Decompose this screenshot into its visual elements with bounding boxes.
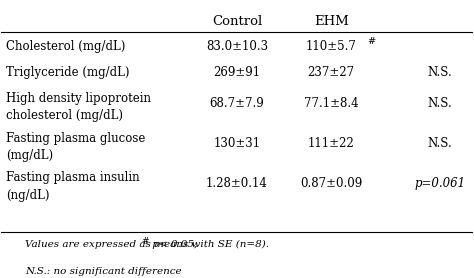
Text: N.S.: N.S.	[427, 137, 452, 150]
Text: N.S.: N.S.	[427, 97, 452, 110]
Text: 110±5.7: 110±5.7	[306, 41, 356, 53]
Text: Triglyceride (mg/dL): Triglyceride (mg/dL)	[6, 66, 129, 79]
Text: 68.7±7.9: 68.7±7.9	[210, 97, 264, 110]
Text: (mg/dL): (mg/dL)	[6, 149, 53, 162]
Text: p< 0.05,: p< 0.05,	[149, 240, 197, 249]
Text: 269±91: 269±91	[213, 66, 261, 79]
Text: #: #	[142, 237, 149, 246]
Text: 0.87±0.09: 0.87±0.09	[300, 177, 362, 190]
Text: EHM: EHM	[314, 15, 349, 28]
Text: (ng/dL): (ng/dL)	[6, 189, 50, 202]
Text: #: #	[367, 37, 376, 46]
Text: 130±31: 130±31	[213, 137, 261, 150]
Text: Fasting plasma glucose: Fasting plasma glucose	[6, 131, 146, 145]
Text: N.S.: no significant difference: N.S.: no significant difference	[25, 267, 182, 276]
Text: Cholesterol (mg/dL): Cholesterol (mg/dL)	[6, 41, 126, 53]
Text: High density lipoprotein: High density lipoprotein	[6, 92, 151, 105]
Text: 83.0±10.3: 83.0±10.3	[206, 41, 268, 53]
Text: 1.28±0.14: 1.28±0.14	[206, 177, 268, 190]
Text: 237±27: 237±27	[308, 66, 355, 79]
Text: 111±22: 111±22	[308, 137, 355, 150]
Text: Values are expressed as means with SE (n=8).: Values are expressed as means with SE (n…	[25, 240, 272, 249]
Text: p=0.061: p=0.061	[414, 177, 465, 190]
Text: 77.1±8.4: 77.1±8.4	[304, 97, 358, 110]
Text: Fasting plasma insulin: Fasting plasma insulin	[6, 172, 140, 184]
Text: cholesterol (mg/dL): cholesterol (mg/dL)	[6, 109, 123, 122]
Text: N.S.: N.S.	[427, 66, 452, 79]
Text: Control: Control	[212, 15, 262, 28]
